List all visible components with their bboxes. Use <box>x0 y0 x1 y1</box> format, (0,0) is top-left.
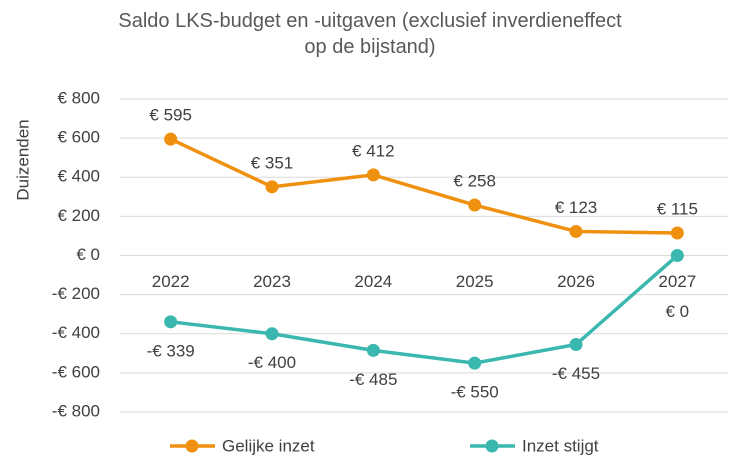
y-tick-label: € 200 <box>57 206 100 225</box>
y-tick-label: € 600 <box>57 128 100 147</box>
series-line <box>169 137 678 235</box>
x-tick-label: 2023 <box>253 272 291 291</box>
x-tick-label: 2022 <box>152 272 190 291</box>
data-point <box>265 327 279 341</box>
data-point <box>468 356 482 370</box>
data-label: -€ 485 <box>349 370 397 389</box>
chart-title: Saldo LKS-budget en -uitgaven (exclusief… <box>118 10 622 58</box>
x-tick-label: 2027 <box>658 272 696 291</box>
y-tick-label: € 0 <box>76 245 100 264</box>
data-point <box>468 198 482 212</box>
data-label: € 115 <box>657 199 698 218</box>
y-tick-label: -€ 800 <box>52 401 100 420</box>
data-label: € 258 <box>453 172 496 191</box>
data-label: € 123 <box>555 198 598 217</box>
x-tick-label: 2026 <box>557 272 595 291</box>
legend-marker <box>485 439 499 453</box>
data-point <box>366 343 380 357</box>
data-point <box>366 168 380 182</box>
data-label: -€ 339 <box>147 341 195 360</box>
data-label: € 595 <box>149 106 192 125</box>
data-point <box>164 315 178 329</box>
data-point <box>670 249 684 262</box>
data-label: -€ 550 <box>451 383 499 402</box>
y-tick-label: € 800 <box>57 88 100 107</box>
data-label: € 0 <box>666 302 690 321</box>
legend-label: Gelijke inzet <box>222 436 315 455</box>
data-point <box>670 226 684 240</box>
data-label: -€ 455 <box>552 364 600 383</box>
legend-marker <box>185 439 199 453</box>
legend-label: Inzet stijgt <box>522 436 599 455</box>
data-point <box>164 132 178 146</box>
y-tick-label: -€ 400 <box>52 323 100 342</box>
data-point <box>265 180 279 194</box>
data-label: € 351 <box>251 153 294 172</box>
data-point <box>569 224 583 238</box>
series-line <box>170 254 679 365</box>
data-point <box>569 338 583 352</box>
y-tick-label: -€ 600 <box>52 362 100 381</box>
y-axis-label: Duizenden <box>13 119 32 200</box>
x-tick-label: 2025 <box>456 272 494 291</box>
data-label: -€ 400 <box>248 353 296 372</box>
y-tick-label: € 400 <box>57 167 100 186</box>
y-tick-label: -€ 200 <box>52 284 100 303</box>
data-label: € 412 <box>352 141 395 160</box>
x-tick-label: 2024 <box>354 272 392 291</box>
